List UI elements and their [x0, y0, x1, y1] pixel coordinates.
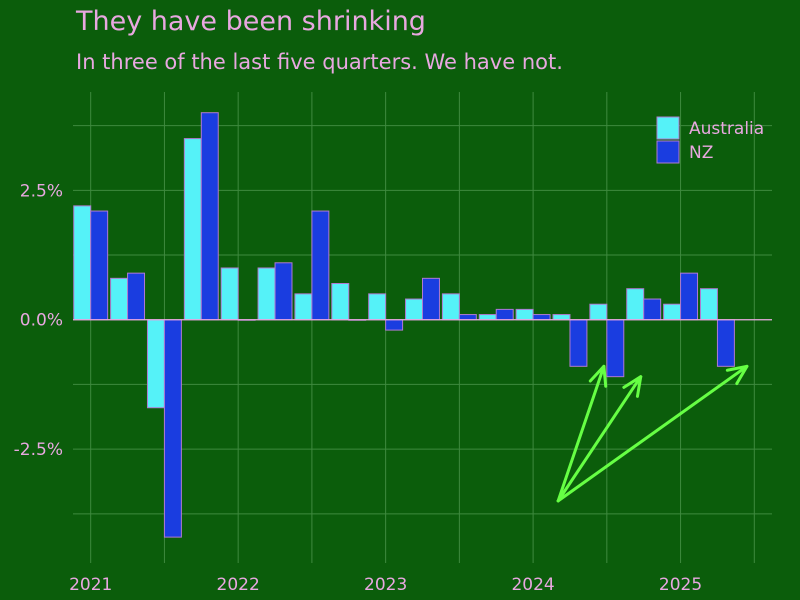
bar-australia-6 [294, 293, 313, 321]
annotation-arrow-2 [556, 364, 749, 503]
bar-australia-16 [663, 303, 682, 321]
annotation-arrow-head-2 [725, 364, 749, 386]
x-tick-label-2: 2023 [364, 575, 407, 595]
bars [73, 112, 735, 538]
x-tick-label-0: 2021 [69, 575, 112, 595]
bar-australia-11 [478, 314, 497, 321]
legend-swatch-nz [656, 140, 680, 164]
bar-australia-0 [73, 205, 92, 321]
bar-nz-2 [163, 319, 182, 538]
legend: Australia NZ [656, 116, 764, 164]
annotation-arrow-head-0 [588, 364, 608, 388]
annotation-arrow-1 [556, 375, 643, 503]
bar-nz-15 [643, 298, 662, 321]
y-tick-label-1: 0.0% [20, 311, 63, 331]
bar-nz-6 [311, 210, 330, 321]
bar-australia-1 [110, 277, 129, 321]
bar-australia-17 [699, 288, 718, 321]
bar-australia-13 [552, 314, 571, 321]
bar-australia-15 [626, 288, 645, 321]
bar-australia-4 [220, 267, 239, 321]
bar-nz-14 [606, 319, 625, 378]
bar-nz-0 [90, 210, 109, 321]
bar-australia-9 [405, 298, 423, 321]
y-tick-label-0: 2.5% [20, 181, 63, 201]
bar-nz-1 [127, 272, 146, 321]
bar-nz-16 [680, 272, 699, 321]
legend-label-nz: NZ [689, 143, 713, 163]
bar-australia-10 [441, 293, 460, 321]
bar-australia-14 [589, 303, 608, 321]
bar-nz-9 [422, 277, 440, 321]
x-tick-label-4: 2025 [659, 575, 702, 595]
bar-australia-5 [257, 267, 276, 321]
bar-australia-3 [183, 138, 202, 321]
y-tick-label-2: -2.5% [14, 440, 63, 460]
chart-subtitle: In three of the last five quarters. We h… [76, 50, 563, 74]
bar-nz-8 [385, 319, 404, 331]
legend-label-australia: Australia [689, 119, 764, 139]
bar-nz-10 [458, 314, 477, 321]
annotation-arrows [556, 364, 749, 503]
x-tick-label-3: 2024 [511, 575, 554, 595]
annotation-arrow-0 [556, 364, 606, 503]
x-tick-label-1: 2022 [217, 575, 260, 595]
bar-australia-2 [146, 319, 165, 409]
bar-nz-5 [274, 262, 293, 321]
chart-title: They have been shrinking [76, 6, 426, 37]
bar-nz-3 [200, 112, 219, 321]
bar-australia-8 [368, 293, 387, 321]
bar-australia-12 [515, 308, 534, 321]
bar-nz-11 [495, 308, 514, 321]
axes: 2.5% 0.0% -2.5% 2021 2022 2023 2024 2025 [14, 181, 772, 595]
bar-nz-13 [569, 319, 588, 367]
legend-swatch-australia [656, 116, 680, 140]
bar-nz-17 [716, 319, 735, 367]
bar-australia-7 [331, 283, 350, 321]
bar-nz-12 [532, 314, 551, 321]
annotation-arrow-head-1 [622, 375, 643, 398]
